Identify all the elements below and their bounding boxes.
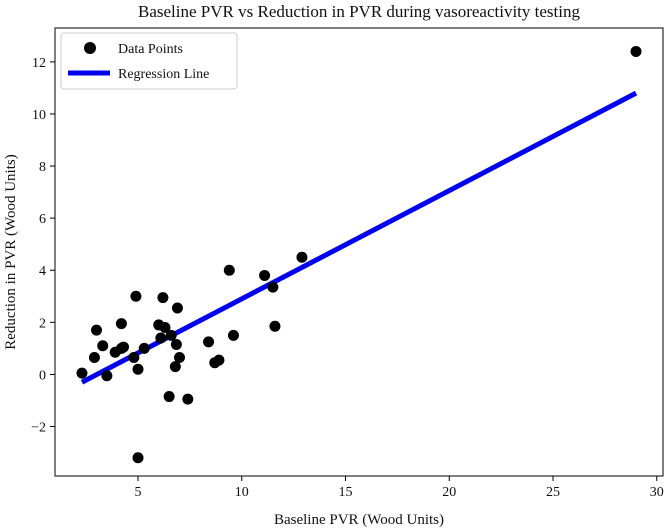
legend-label-data-points: Data Points bbox=[118, 42, 183, 57]
data-point bbox=[174, 351, 186, 363]
y-tick-label: 2 bbox=[39, 316, 46, 331]
data-point bbox=[115, 318, 127, 330]
data-point bbox=[101, 370, 113, 382]
data-point bbox=[296, 251, 308, 263]
data-point bbox=[203, 336, 215, 348]
y-tick-label: 4 bbox=[39, 264, 46, 279]
data-point bbox=[76, 367, 88, 379]
data-point bbox=[269, 320, 281, 332]
data-point bbox=[128, 351, 140, 363]
data-point bbox=[91, 324, 103, 336]
x-axis: 5 10 15 20 25 30 bbox=[135, 476, 664, 500]
data-point bbox=[165, 329, 177, 341]
data-point bbox=[213, 354, 225, 366]
x-tick-label: 5 bbox=[135, 485, 142, 500]
data-point bbox=[159, 322, 171, 334]
data-point bbox=[163, 391, 175, 403]
x-tick-label: 20 bbox=[442, 485, 456, 500]
legend-label-regression-line: Regression Line bbox=[118, 67, 209, 82]
data-point bbox=[259, 269, 271, 281]
data-point bbox=[171, 302, 183, 314]
data-point bbox=[88, 351, 100, 363]
data-point bbox=[138, 342, 150, 354]
legend: Data Points Regression Line bbox=[60, 32, 238, 90]
legend-marker-data-points bbox=[84, 42, 96, 54]
data-point bbox=[267, 281, 279, 293]
chart-title: Baseline PVR vs Reduction in PVR during … bbox=[138, 2, 580, 21]
data-point bbox=[182, 393, 194, 405]
data-point bbox=[170, 338, 182, 350]
data-points-layer bbox=[76, 45, 642, 464]
y-axis-label: Reduction in PVR (Wood Units) bbox=[3, 154, 19, 349]
y-tick-label: 6 bbox=[39, 212, 46, 227]
data-point bbox=[630, 45, 642, 57]
x-tick-label: 10 bbox=[235, 485, 249, 500]
data-point bbox=[155, 332, 167, 344]
data-point bbox=[132, 363, 144, 375]
x-tick-label: 25 bbox=[546, 485, 560, 500]
x-axis-label: Baseline PVR (Wood Units) bbox=[274, 512, 444, 528]
y-tick-label: 12 bbox=[32, 56, 46, 71]
data-point bbox=[117, 341, 129, 353]
x-tick-label: 30 bbox=[650, 485, 664, 500]
data-point bbox=[130, 290, 142, 302]
y-tick-label: 8 bbox=[39, 160, 46, 175]
y-tick-label: 10 bbox=[32, 108, 46, 123]
plot-frame bbox=[54, 27, 664, 477]
y-axis: −2 0 2 4 6 8 10 12 bbox=[31, 56, 55, 436]
data-point bbox=[223, 264, 235, 276]
y-tick-label: −2 bbox=[31, 421, 46, 436]
data-point bbox=[227, 329, 239, 341]
data-point bbox=[157, 292, 169, 304]
x-tick-label: 15 bbox=[339, 485, 353, 500]
data-point bbox=[169, 361, 181, 373]
data-point bbox=[97, 340, 109, 352]
y-tick-label: 0 bbox=[39, 368, 46, 383]
data-point bbox=[132, 452, 144, 464]
